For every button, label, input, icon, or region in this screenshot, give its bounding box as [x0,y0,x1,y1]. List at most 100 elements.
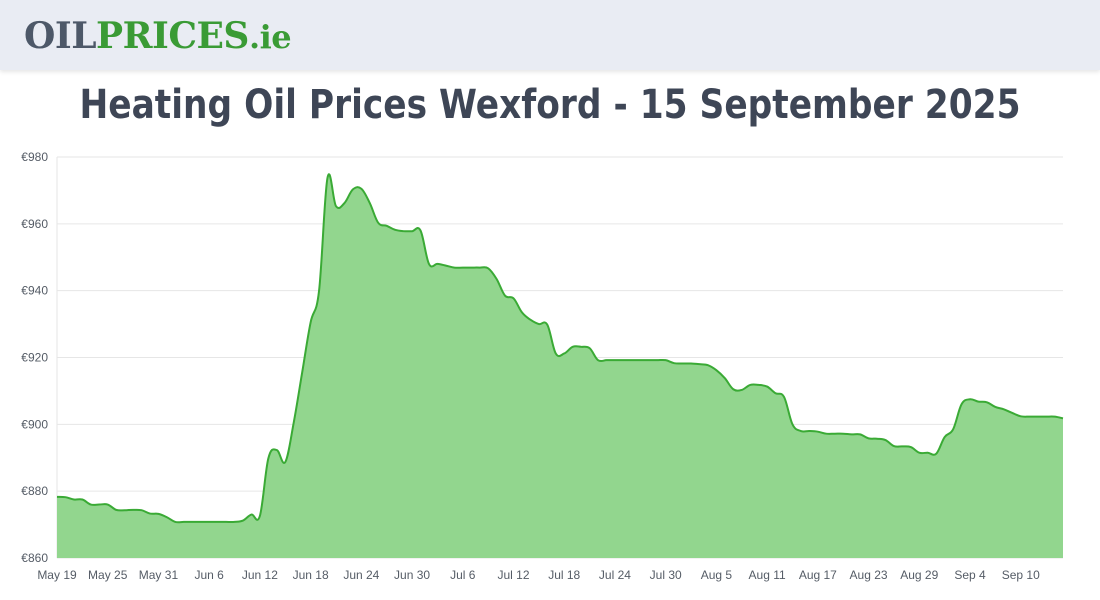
data-point[interactable] [892,444,896,448]
data-point[interactable] [182,520,186,524]
data-point[interactable] [140,508,144,512]
data-point[interactable] [579,345,583,349]
data-point[interactable] [926,451,930,455]
data-point[interactable] [605,358,609,362]
data-point[interactable] [968,397,972,401]
data-point[interactable] [503,294,507,298]
data-point[interactable] [613,358,617,362]
data-point[interactable] [283,460,287,464]
data-point[interactable] [1036,415,1040,419]
data-point[interactable] [123,508,127,512]
data-point[interactable] [638,358,642,362]
data-point[interactable] [495,277,499,281]
data-point[interactable] [452,266,456,270]
data-point[interactable] [376,221,380,225]
data-point[interactable] [148,512,152,516]
data-point[interactable] [562,351,566,355]
data-point[interactable] [867,436,871,440]
data-point[interactable] [858,432,862,436]
data-point[interactable] [199,520,203,524]
data-point[interactable] [469,266,473,270]
data-point[interactable] [647,358,651,362]
data-point[interactable] [537,322,541,326]
data-point[interactable] [960,402,964,406]
data-point[interactable] [258,514,262,518]
data-point[interactable] [993,405,997,409]
data-point[interactable] [833,432,837,436]
data-point[interactable] [782,395,786,399]
data-point[interactable] [748,383,752,387]
data-point[interactable] [478,266,482,270]
data-point[interactable] [444,264,448,268]
data-point[interactable] [697,362,701,366]
data-point[interactable] [1053,415,1057,419]
data-point[interactable] [1002,407,1006,411]
data-point[interactable] [351,187,355,191]
data-point[interactable] [385,224,389,228]
data-point[interactable] [309,320,313,324]
data-point[interactable] [1061,416,1065,420]
data-point[interactable] [461,266,465,270]
data-point[interactable] [883,438,887,442]
data-point[interactable] [554,351,558,355]
data-point[interactable] [664,358,668,362]
data-point[interactable] [80,498,84,502]
data-point[interactable] [850,432,854,436]
data-point[interactable] [757,383,761,387]
data-point[interactable] [114,508,118,512]
data-point[interactable] [1044,415,1048,419]
data-point[interactable] [731,387,735,391]
data-point[interactable] [672,361,676,365]
data-point[interactable] [900,444,904,448]
data-point[interactable] [951,427,955,431]
site-logo[interactable]: OILPRICES.ie [24,14,292,59]
data-point[interactable] [816,430,820,434]
data-point[interactable] [266,456,270,460]
data-point[interactable] [55,495,59,499]
data-point[interactable] [528,318,532,322]
data-point[interactable] [190,520,194,524]
data-point[interactable] [486,266,490,270]
data-point[interactable] [790,422,794,426]
data-point[interactable] [875,437,879,441]
data-point[interactable] [1019,414,1023,418]
data-point[interactable] [807,429,811,433]
data-point[interactable] [765,385,769,389]
data-point[interactable] [402,229,406,233]
data-point[interactable] [917,451,921,455]
data-point[interactable] [545,323,549,327]
data-point[interactable] [106,503,110,507]
data-point[interactable] [342,201,346,205]
data-point[interactable] [156,512,160,516]
data-point[interactable] [131,508,135,512]
data-point[interactable] [512,296,516,300]
data-point[interactable] [588,346,592,350]
data-point[interactable] [326,176,330,180]
data-point[interactable] [706,363,710,367]
data-point[interactable] [723,376,727,380]
data-point[interactable] [419,229,423,233]
data-point[interactable] [89,503,93,507]
data-point[interactable] [909,445,913,449]
data-point[interactable] [393,228,397,232]
data-point[interactable] [63,495,67,499]
data-point[interactable] [714,368,718,372]
data-point[interactable] [334,204,338,208]
data-point[interactable] [596,358,600,362]
data-point[interactable] [224,520,228,524]
data-point[interactable] [520,310,524,314]
data-point[interactable] [630,358,634,362]
data-point[interactable] [824,432,828,436]
data-point[interactable] [207,520,211,524]
data-point[interactable] [740,388,744,392]
data-point[interactable] [799,429,803,433]
data-point[interactable] [774,391,778,395]
data-point[interactable] [233,520,237,524]
data-point[interactable] [216,520,220,524]
data-point[interactable] [300,371,304,375]
data-point[interactable] [1027,415,1031,419]
data-point[interactable] [292,421,296,425]
data-point[interactable] [976,400,980,404]
data-point[interactable] [985,400,989,404]
data-point[interactable] [1010,411,1014,415]
